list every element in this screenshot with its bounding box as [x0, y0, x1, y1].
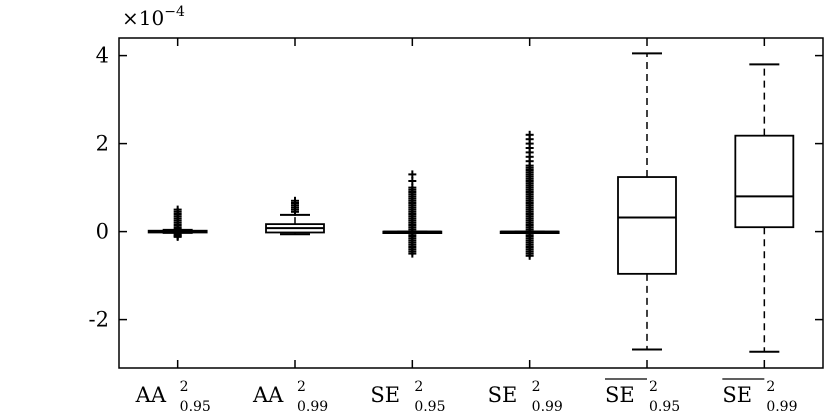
x-tick-label-base: SE — [370, 383, 400, 407]
x-tick-label-sub: 0.99 — [766, 399, 797, 415]
y-tick-label: 2 — [96, 132, 109, 156]
y-tick-label: 0 — [96, 220, 109, 244]
x-tick-label-sup: 2 — [649, 379, 658, 395]
box-1 — [147, 205, 208, 241]
plot-frame — [118, 37, 824, 369]
x-tick-label-sub: 0.99 — [297, 399, 328, 415]
box-3 — [382, 170, 443, 258]
x-tick-label: AA 2 0.95 — [135, 379, 211, 415]
axes: -2 0 2 4 AA 2 0.95 AA 2 0.99 SE 2 0.95 SE 2 0.99 SE 2 0.95… — [89, 38, 823, 415]
x-tick-label-base: AA — [135, 383, 167, 407]
x-tick-label-sup: 2 — [414, 379, 423, 395]
y-tick-label: -2 — [89, 308, 109, 332]
outlier-marker — [525, 251, 534, 260]
outlier-marker — [408, 249, 417, 258]
x-tick-label-sup: 2 — [532, 379, 541, 395]
x-tick-label-base: AA — [252, 383, 284, 407]
box-4 — [499, 130, 560, 260]
y-exponent-label: ×10−4 — [122, 4, 185, 30]
x-tick-label-base: SE — [488, 383, 518, 407]
x-tick-label-sub: 0.99 — [532, 399, 563, 415]
outlier-marker — [291, 196, 299, 205]
x-tick-label-base: SE — [605, 383, 635, 407]
x-tick-label: SE 2 0.99 — [488, 379, 563, 415]
x-tick-label-sub: 0.95 — [414, 399, 445, 415]
x-tick-label-base: SE — [722, 383, 752, 407]
outlier-marker — [408, 170, 417, 179]
plot-area — [147, 52, 795, 353]
box-2 — [265, 196, 325, 236]
y-tick-label: 4 — [96, 44, 109, 68]
x-tick-label-sup: 2 — [766, 379, 775, 395]
x-tick-label-sub: 0.95 — [649, 399, 680, 415]
x-tick-label-sub: 0.95 — [180, 399, 211, 415]
x-tick-label-sup: 2 — [180, 379, 189, 395]
outlier-marker — [525, 130, 534, 139]
outlier-marker — [173, 205, 182, 214]
outlier-marker — [173, 232, 182, 241]
x-tick-label: SE 2 0.95 — [370, 379, 445, 415]
x-tick-label: SE 2 0.99 — [722, 378, 798, 415]
x-tick-label: AA 2 0.99 — [252, 379, 328, 415]
y-exponent-power: −4 — [164, 4, 185, 20]
box-6 — [734, 63, 795, 353]
iqr-box — [734, 134, 795, 229]
x-tick-label: SE 2 0.95 — [605, 378, 680, 415]
iqr-box — [617, 176, 677, 275]
x-tick-label-sup: 2 — [297, 379, 306, 395]
box-5 — [617, 52, 677, 351]
